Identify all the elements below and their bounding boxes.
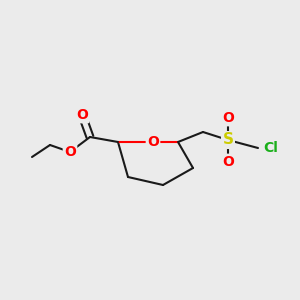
Text: O: O <box>76 108 88 122</box>
Text: O: O <box>222 111 234 125</box>
Text: O: O <box>64 145 76 159</box>
Text: S: S <box>223 133 233 148</box>
Text: Cl: Cl <box>263 141 278 155</box>
Text: O: O <box>147 135 159 149</box>
Text: O: O <box>222 155 234 169</box>
